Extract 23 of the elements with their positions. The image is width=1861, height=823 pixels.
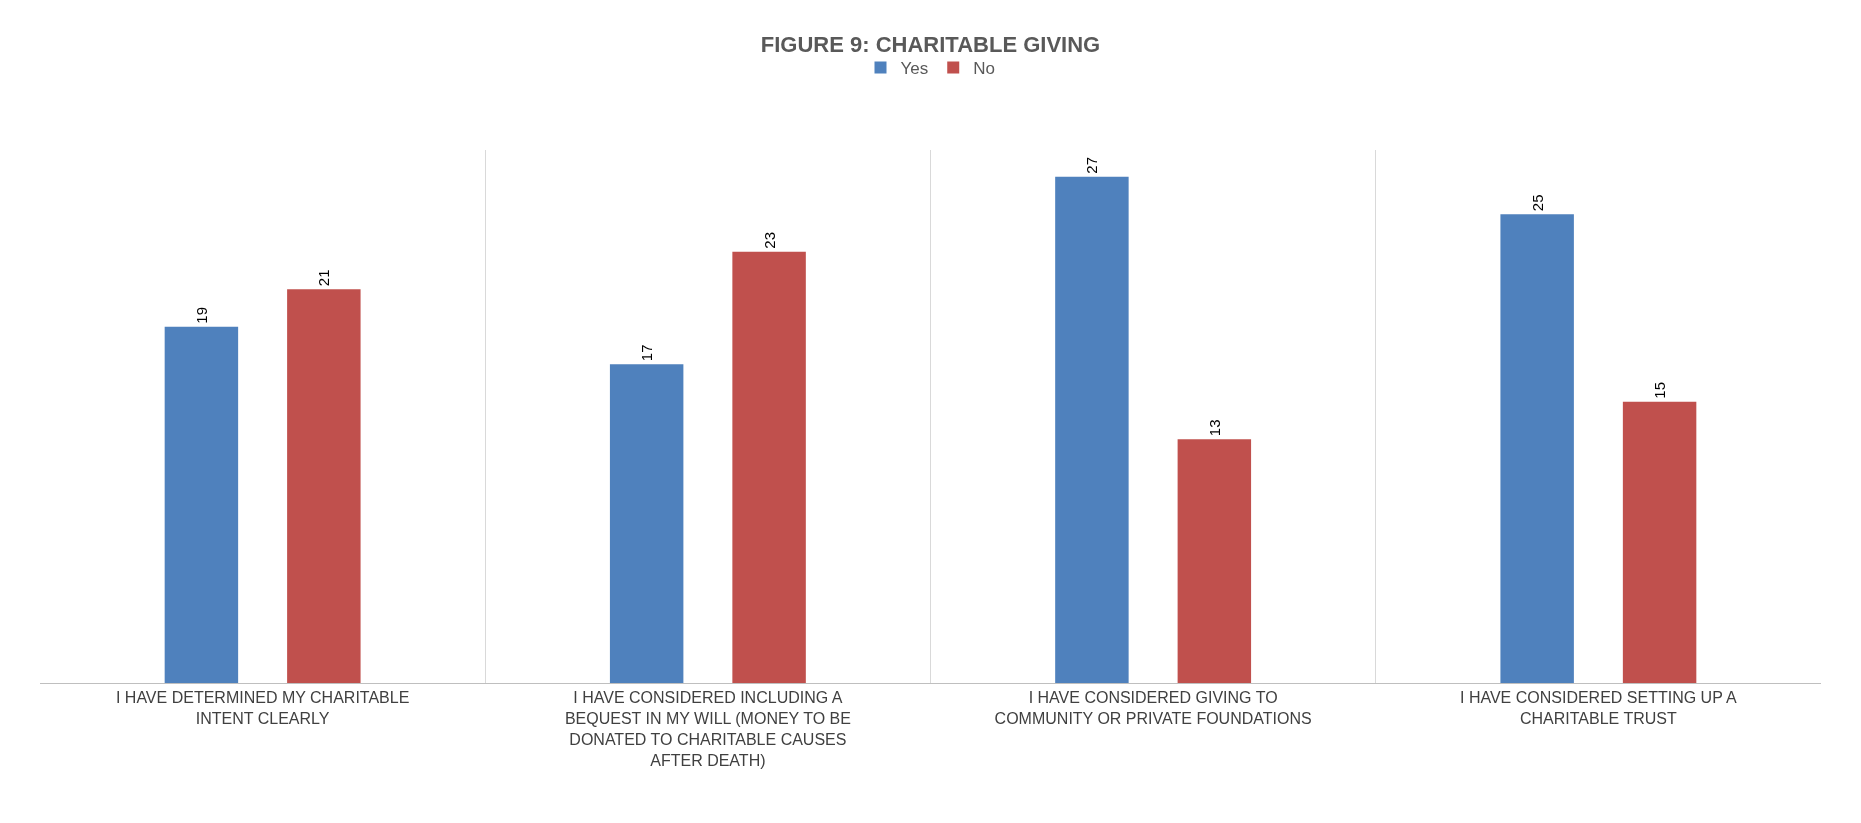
legend-label: Yes xyxy=(900,59,929,79)
bar xyxy=(164,326,239,683)
bar xyxy=(732,251,806,683)
chart-title: FIGURE 9: CHARITABLE GIVING xyxy=(760,32,1101,58)
bar xyxy=(1055,176,1129,683)
data-label: 21 xyxy=(315,269,333,287)
data-label: 25 xyxy=(1528,194,1546,212)
bar xyxy=(1500,214,1574,683)
data-label: 19 xyxy=(192,306,210,324)
bar xyxy=(1177,439,1252,683)
data-label: 27 xyxy=(1083,156,1101,174)
data-label: 23 xyxy=(760,231,778,249)
x-tick-label: I HAVE DETERMINED MY CHARITABLE INTENT CLEARLY xyxy=(115,689,410,727)
x-tick-label: I HAVE CONSIDERED GIVING TO COMMUNITY OR PRIVATE FOUNDATIONS xyxy=(994,689,1312,727)
data-label: 15 xyxy=(1651,382,1669,399)
x-tick-label: I HAVE CONSIDERED SETTING UP A CHARITABLE TRUST xyxy=(1459,689,1738,727)
data-label: 17 xyxy=(638,344,656,362)
bar xyxy=(1622,401,1697,683)
bar xyxy=(287,289,361,683)
bar xyxy=(609,364,684,683)
data-label: 13 xyxy=(1205,419,1223,437)
x-tick-label: I HAVE CONSIDERED INCLUDING A BEQUEST IN MY WILL (MONEY TO BE DONATED TO CHARITABLE CAUSES AFTER DEATH) xyxy=(564,689,851,769)
legend-label: No xyxy=(973,59,995,79)
